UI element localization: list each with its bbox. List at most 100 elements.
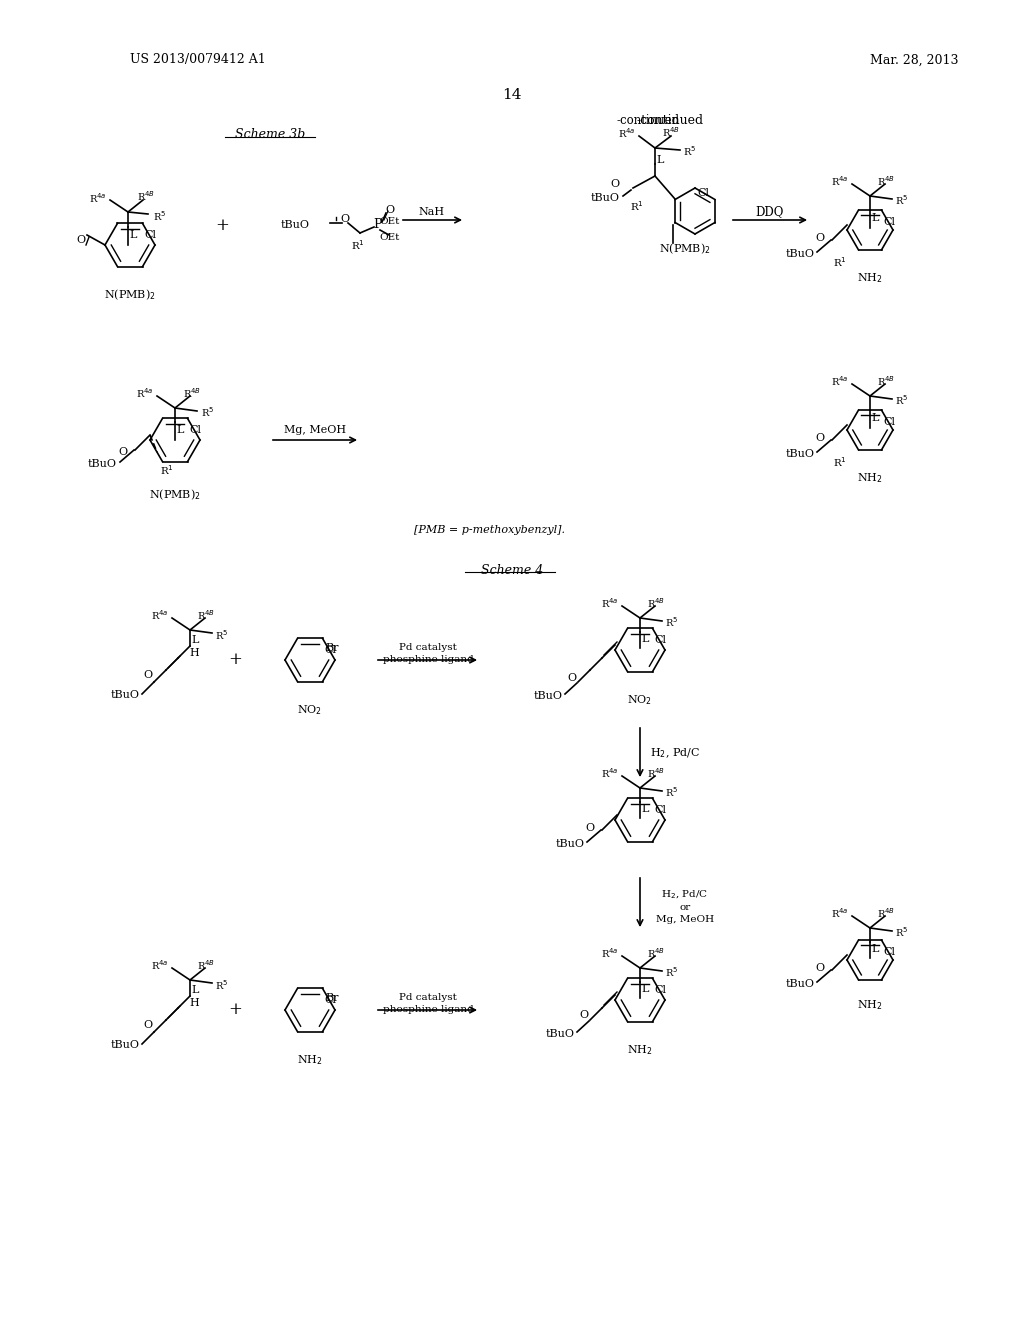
Text: NH$_2$: NH$_2$ <box>857 271 883 285</box>
Text: O: O <box>815 234 824 243</box>
Text: N(PMB)$_2$: N(PMB)$_2$ <box>104 288 156 302</box>
Text: H: H <box>189 998 199 1008</box>
Text: OEt: OEt <box>380 216 400 226</box>
Text: Mar. 28, 2013: Mar. 28, 2013 <box>870 54 958 66</box>
Text: O: O <box>567 673 577 682</box>
Text: R$^{1}$: R$^{1}$ <box>834 455 847 469</box>
Text: R$^{4B}$: R$^{4B}$ <box>183 385 201 400</box>
Text: R$^{5}$: R$^{5}$ <box>215 628 228 642</box>
Text: tBuO: tBuO <box>111 690 139 700</box>
Text: NO$_2$: NO$_2$ <box>297 704 323 717</box>
Text: Cl: Cl <box>654 635 667 645</box>
Text: R$^{4B}$: R$^{4B}$ <box>197 609 215 622</box>
Text: tBuO: tBuO <box>591 193 620 203</box>
Text: R$^{4B}$: R$^{4B}$ <box>877 174 895 187</box>
Text: O: O <box>815 433 824 444</box>
Text: L: L <box>641 804 648 814</box>
Text: R$^{5}$: R$^{5}$ <box>666 615 679 628</box>
Text: US 2013/0079412 A1: US 2013/0079412 A1 <box>130 54 266 66</box>
Text: L: L <box>176 425 183 436</box>
Text: R$^{4a}$: R$^{4a}$ <box>89 191 106 205</box>
Text: tBuO: tBuO <box>785 979 814 989</box>
Text: O: O <box>815 964 824 973</box>
Text: Scheme 3b: Scheme 3b <box>234 128 305 141</box>
Text: H$_2$, Pd/C: H$_2$, Pd/C <box>650 746 700 760</box>
Text: O: O <box>119 447 128 457</box>
Text: NO$_2$: NO$_2$ <box>628 693 652 708</box>
Text: NH$_2$: NH$_2$ <box>857 471 883 484</box>
Text: H$_2$, Pd/C: H$_2$, Pd/C <box>662 888 709 902</box>
Text: [PMB = p-methoxybenzyl].: [PMB = p-methoxybenzyl]. <box>415 525 565 535</box>
Text: NH$_2$: NH$_2$ <box>297 1053 323 1067</box>
Text: L: L <box>871 413 879 422</box>
Text: R$^{4a}$: R$^{4a}$ <box>831 906 849 920</box>
Text: -continued: -continued <box>616 114 680 127</box>
Text: +: + <box>228 1002 242 1019</box>
Text: R$^{4B}$: R$^{4B}$ <box>877 906 895 920</box>
Text: L: L <box>656 154 664 165</box>
Text: P: P <box>374 219 382 231</box>
Text: R$^{4B}$: R$^{4B}$ <box>877 374 895 388</box>
Text: R$^{4a}$: R$^{4a}$ <box>152 609 169 622</box>
Text: L: L <box>191 985 199 995</box>
Text: Cl: Cl <box>654 985 667 995</box>
Text: DDQ: DDQ <box>756 206 784 219</box>
Text: Br: Br <box>326 993 339 1003</box>
Text: NH$_2$: NH$_2$ <box>627 1043 653 1057</box>
Text: R$^{4a}$: R$^{4a}$ <box>152 958 169 972</box>
Text: R$^{4B}$: R$^{4B}$ <box>197 958 215 972</box>
Text: Br: Br <box>326 643 339 653</box>
Text: O: O <box>143 671 153 680</box>
Text: O: O <box>610 180 620 189</box>
Text: R$^{5}$: R$^{5}$ <box>895 925 908 939</box>
Text: Cl: Cl <box>189 425 202 436</box>
Text: Pd catalyst: Pd catalyst <box>399 994 457 1002</box>
Text: R$^{5}$: R$^{5}$ <box>895 393 908 407</box>
Text: NH$_2$: NH$_2$ <box>857 998 883 1012</box>
Text: L: L <box>871 944 879 954</box>
Text: R$^{4B}$: R$^{4B}$ <box>647 597 665 610</box>
Text: O: O <box>385 205 394 215</box>
Text: O: O <box>586 822 595 833</box>
Text: Cl: Cl <box>697 187 709 198</box>
Text: R$^{4B}$: R$^{4B}$ <box>647 766 665 780</box>
Text: R$^{4B}$: R$^{4B}$ <box>662 125 680 139</box>
Text: Mg, MeOH: Mg, MeOH <box>284 425 346 436</box>
Text: H: H <box>189 648 199 657</box>
Text: OEt: OEt <box>380 232 400 242</box>
Text: NaH: NaH <box>419 207 445 216</box>
Text: Cl: Cl <box>884 946 896 957</box>
Text: R$^{4a}$: R$^{4a}$ <box>601 946 618 960</box>
Text: L: L <box>641 634 648 644</box>
Text: R$^{5}$: R$^{5}$ <box>154 209 167 223</box>
Text: R$^{4a}$: R$^{4a}$ <box>136 385 154 400</box>
Text: R$^{4B}$: R$^{4B}$ <box>647 946 665 960</box>
Text: R$^{4a}$: R$^{4a}$ <box>601 597 618 610</box>
Text: +: + <box>215 216 229 234</box>
Text: R$^{4a}$: R$^{4a}$ <box>831 174 849 187</box>
Text: phosphine ligand: phosphine ligand <box>383 656 473 664</box>
Text: tBuO: tBuO <box>87 459 117 469</box>
Text: R$^{4a}$: R$^{4a}$ <box>601 766 618 780</box>
Text: R$^{1}$: R$^{1}$ <box>630 199 644 213</box>
Text: tBuO: tBuO <box>546 1030 574 1039</box>
Text: L: L <box>641 983 648 994</box>
Text: R$^{4a}$: R$^{4a}$ <box>831 374 849 388</box>
Text: L: L <box>129 230 136 240</box>
Text: +: + <box>228 652 242 668</box>
Text: O: O <box>340 214 349 224</box>
Text: L: L <box>191 635 199 645</box>
Text: Pd catalyst: Pd catalyst <box>399 644 457 652</box>
Text: N(PMB)$_2$: N(PMB)$_2$ <box>659 242 711 256</box>
Text: R$^{5}$: R$^{5}$ <box>215 978 228 991</box>
Text: 14: 14 <box>502 88 522 102</box>
Text: Scheme 4: Scheme 4 <box>481 564 543 577</box>
Text: R$^{5}$: R$^{5}$ <box>666 965 679 979</box>
Text: O: O <box>77 235 86 246</box>
Text: L: L <box>871 213 879 223</box>
Text: Cl: Cl <box>144 231 157 240</box>
Text: Cl: Cl <box>325 995 337 1006</box>
Text: Cl: Cl <box>884 417 896 428</box>
Text: R$^{5}$: R$^{5}$ <box>683 144 696 158</box>
Text: Cl: Cl <box>654 805 667 816</box>
